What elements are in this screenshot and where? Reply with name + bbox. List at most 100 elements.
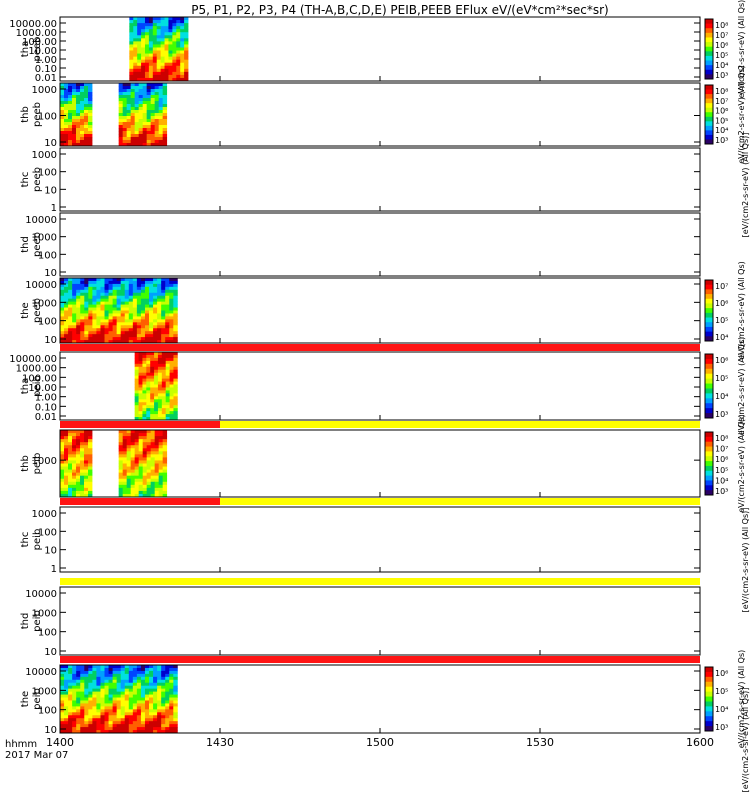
spectrogram-cell — [96, 340, 101, 344]
spectrogram-cell — [156, 56, 162, 61]
spectrogram-cell — [149, 316, 154, 320]
spectrogram-cell — [120, 325, 126, 329]
spectrogram-cell — [76, 286, 81, 291]
spectrogram-cell — [150, 137, 156, 141]
spectrogram-cell — [64, 86, 69, 90]
spectrogram-cell — [68, 325, 73, 329]
spectrogram-cell — [180, 71, 185, 76]
spectrogram-cell — [140, 334, 146, 338]
spectrogram-cell — [84, 665, 89, 669]
spectrogram-cell — [100, 703, 105, 707]
spectrogram-cell — [169, 405, 174, 409]
spectrogram-cell — [161, 334, 166, 338]
spectrogram-cell — [88, 313, 93, 317]
spectrogram-cell — [153, 292, 158, 297]
spectrogram-cell — [100, 727, 105, 731]
spectrogram-cell — [80, 92, 85, 96]
spectrogram-cell — [169, 712, 174, 716]
spectrogram-cell — [165, 295, 170, 300]
spectrogram-cell — [108, 670, 113, 675]
spectrogram-cell — [165, 352, 170, 356]
spectrogram-cell — [96, 328, 101, 332]
spectrogram-cell — [112, 313, 118, 317]
spectrogram-cell — [173, 679, 178, 684]
spectrogram-cell — [162, 83, 168, 87]
spectrogram-cell — [130, 454, 136, 458]
spectrogram-cell — [154, 478, 160, 483]
spectrogram-cell — [152, 62, 158, 67]
spectrogram-cell — [169, 322, 174, 326]
spectrogram-cell — [146, 417, 151, 421]
spectrogram-cell — [80, 86, 85, 90]
spectrogram-cell — [84, 101, 89, 105]
x-axis-label: hhmm — [5, 739, 37, 750]
spectrogram-cell — [88, 116, 93, 120]
spectrogram-cell — [96, 283, 101, 288]
spectrogram-cell — [104, 724, 109, 728]
spectrogram-cell — [144, 59, 150, 64]
spectrogram-cell — [72, 433, 77, 437]
spectrogram-cell — [72, 475, 77, 480]
spectrogram-cell — [144, 685, 150, 690]
spectrogram-cell — [92, 289, 97, 294]
spectrogram-cell — [84, 457, 89, 461]
spectrogram-cell — [124, 322, 130, 326]
spectrogram-cell — [60, 682, 65, 687]
spectrogram-cell — [80, 469, 85, 474]
spectrogram-cell — [158, 442, 164, 446]
spectrogram-cell — [184, 38, 189, 42]
spectrogram-cell — [84, 709, 89, 713]
spectrogram-cell — [153, 289, 158, 294]
spectrogram-cell — [138, 116, 144, 120]
spectrogram-cell — [104, 331, 109, 335]
spectrogram-cell — [96, 665, 101, 669]
spectrogram-cell — [88, 665, 93, 669]
spectrogram-cell — [84, 298, 89, 303]
spectrogram-cell — [112, 283, 118, 288]
spectrogram-cell — [88, 298, 93, 303]
spectrogram-cell — [134, 122, 140, 126]
spectrogram-cell — [76, 682, 81, 687]
colorbar-swatch — [705, 94, 713, 100]
spectrogram-cell — [138, 433, 144, 437]
spectrogram-cell — [153, 334, 158, 338]
spectrogram-cell — [72, 86, 77, 90]
spectrogram-cell — [144, 331, 150, 335]
spectrogram-cell — [169, 393, 174, 397]
spectrogram-cell — [84, 676, 89, 681]
spectrogram-cell — [72, 119, 77, 123]
spectrogram-cell — [161, 694, 166, 698]
spectrogram-cell — [88, 295, 93, 300]
spectrogram-cell — [130, 472, 136, 477]
spectrogram-cell — [129, 62, 134, 67]
spectrogram-cell — [118, 493, 124, 498]
spectrogram-cell — [142, 411, 147, 415]
spectrogram-cell — [92, 688, 97, 693]
spectrogram-cell — [60, 125, 65, 129]
spectrogram-cell — [142, 457, 148, 461]
spectrogram-cell — [153, 688, 158, 693]
spectrogram-cell — [180, 50, 185, 54]
spectrogram-cell — [173, 390, 178, 394]
spectrogram-cell — [92, 676, 97, 681]
spectrogram-cell — [68, 278, 73, 282]
spectrogram-cell — [112, 709, 118, 713]
spectrogram-cell — [116, 673, 122, 678]
spectrogram-cell — [154, 487, 160, 492]
spectrogram-cell — [146, 457, 152, 461]
spectrogram-cell — [68, 301, 73, 305]
spectrogram-cell — [116, 328, 122, 332]
spectrogram-cell — [124, 685, 130, 690]
spectrogram-cell — [64, 724, 69, 728]
spectrogram-cell — [134, 387, 139, 391]
spectrogram-cell — [72, 286, 77, 291]
spectrogram-cell — [68, 319, 73, 323]
spectrogram-cell — [108, 313, 113, 317]
spectrogram-cell — [132, 319, 138, 323]
spectrogram-cell — [84, 484, 89, 489]
y-tick-label: 1000 — [32, 456, 57, 467]
spectrogram-cell — [158, 481, 164, 486]
spectrogram-cell — [140, 665, 146, 669]
spectrogram-cell — [184, 62, 189, 67]
spectrogram-cell — [132, 665, 138, 669]
